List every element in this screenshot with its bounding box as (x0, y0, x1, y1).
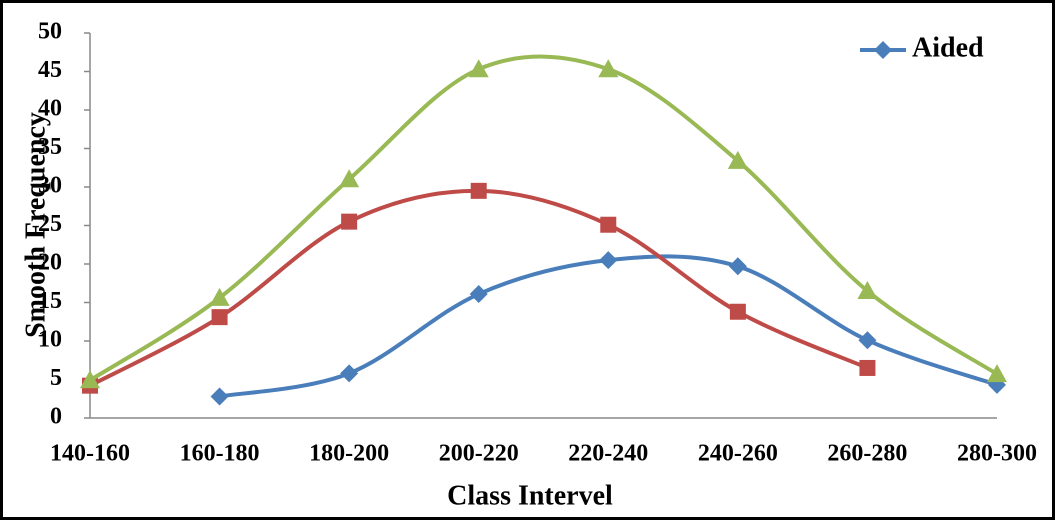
data-point (211, 309, 228, 326)
x-tick-label: 260-280 (827, 441, 907, 467)
data-point (341, 213, 358, 230)
data-point (859, 359, 876, 376)
data-point (600, 216, 617, 233)
x-tick-label: 200-220 (439, 441, 519, 467)
data-point (858, 331, 877, 350)
x-axis-title: Class Intervel (447, 480, 613, 511)
data-point (727, 150, 748, 169)
data-point (598, 59, 619, 78)
data-point (729, 303, 746, 320)
y-axis-title: Smooth Frequency (20, 112, 51, 338)
data-point (469, 285, 488, 304)
y-tick-label: 10 (38, 327, 62, 353)
data-point (468, 59, 489, 78)
series-line (88, 54, 999, 382)
y-tick-label: 40 (38, 96, 62, 122)
y-tick-label: 50 (38, 19, 62, 45)
data-point (340, 364, 359, 383)
x-tick-label: 280-300 (957, 441, 1037, 467)
y-tick-label: 30 (38, 173, 62, 199)
data-point (728, 257, 747, 276)
y-tick-label: 20 (38, 250, 62, 276)
x-tick-label: 140-160 (50, 441, 130, 467)
y-tick-label: 0 (50, 404, 62, 430)
x-tick-label: 240-260 (698, 441, 778, 467)
x-tick-label: 180-200 (309, 441, 389, 467)
data-point (209, 287, 230, 306)
y-tick-label: 25 (38, 211, 62, 237)
data-point (987, 364, 1007, 383)
legend-marker (874, 41, 892, 59)
y-tick-label: 45 (38, 57, 62, 83)
x-tick-label: 160-180 (180, 441, 260, 467)
y-tick-label: 35 (38, 134, 62, 160)
legend-label: Aided (912, 32, 984, 63)
data-point (857, 280, 878, 299)
x-tick-label: 220-240 (568, 441, 648, 467)
y-tick-label: 5 (50, 365, 62, 391)
data-point (80, 370, 100, 389)
y-tick-label: 15 (38, 288, 62, 314)
data-point (210, 387, 229, 406)
data-point (339, 169, 360, 188)
data-point (470, 182, 487, 199)
data-point (599, 251, 618, 270)
